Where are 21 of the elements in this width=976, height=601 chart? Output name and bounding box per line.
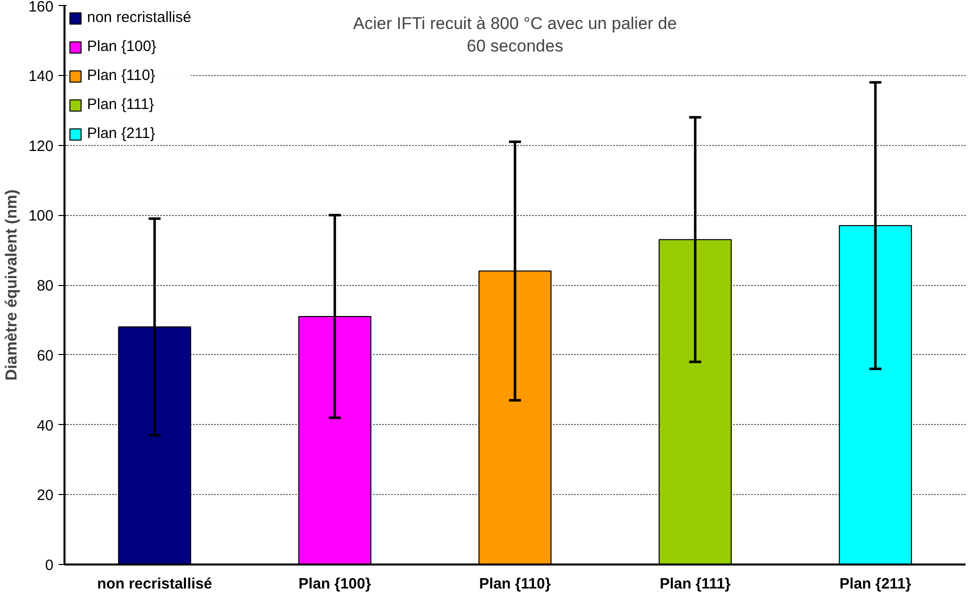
legend-label: Plan {111} <box>87 96 154 113</box>
legend-label: Plan {100} <box>87 38 156 55</box>
x-tick-label: non recristallisé <box>97 576 212 592</box>
x-tick-label: Plan {100} <box>298 576 372 592</box>
legend-label: non recristallisé <box>87 9 192 26</box>
legend-label: Plan {211} <box>87 125 156 142</box>
x-tick-label: Plan {110} <box>479 576 552 592</box>
y-tick-label: 40 <box>36 417 54 434</box>
y-tick-label: 160 <box>28 0 54 16</box>
y-tick-label: 140 <box>28 68 54 85</box>
text: Acier IFTi recuit à 800 °C avec un palier de 60 secondes <box>353 14 677 56</box>
y-tick-label: 100 <box>28 208 54 225</box>
x-tick-label: Plan {211} <box>840 576 912 592</box>
y-tick-label: 0 <box>45 557 54 574</box>
y-tick-label: 20 <box>36 487 54 504</box>
legend-label: Plan {110} <box>87 67 156 84</box>
y-axis-title: Diamètre équivalent (nm) <box>3 189 20 381</box>
y-tick-label: 120 <box>28 138 54 155</box>
y-tick-label: 60 <box>36 347 54 364</box>
x-tick-label: Plan {111} <box>660 576 731 592</box>
y-tick-label: 80 <box>36 278 54 294</box>
